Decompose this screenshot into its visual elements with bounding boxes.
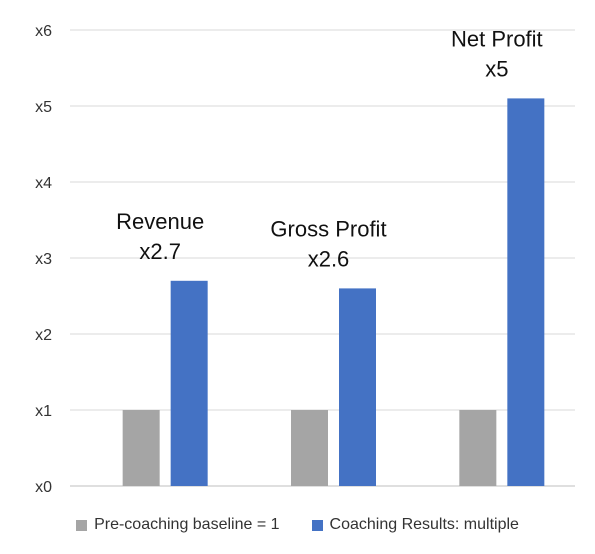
legend-item-results: Coaching Results: multiple (311, 516, 519, 534)
legend-swatch-results (311, 519, 323, 531)
y-tick-label: x0 (35, 479, 52, 496)
y-tick-label: x2 (35, 327, 52, 344)
y-axis-ticks: x0 x1 x2 x3 x4 x5 x6 (35, 23, 52, 496)
legend-label-baseline: Pre-coaching baseline = 1 (94, 516, 280, 533)
category-label: Gross Profit (270, 216, 386, 241)
y-tick-label: x1 (35, 403, 52, 420)
y-tick-label: x5 (35, 99, 52, 116)
bar-result (339, 288, 376, 486)
legend-label-results: Coaching Results: multiple (329, 516, 519, 533)
bar-baseline (291, 410, 328, 486)
category-labels: Revenue x2.7 Gross Profit x2.6 Net Profit x5 (116, 26, 543, 271)
bar-baseline (122, 410, 160, 486)
category-label: Net Profit (451, 26, 543, 51)
y-tick-label: x4 (35, 175, 52, 192)
category-label: Revenue (116, 209, 204, 234)
value-label: x2.6 (308, 246, 350, 271)
bars (122, 98, 545, 487)
legend-item-baseline: Pre-coaching baseline = 1 (76, 516, 280, 534)
bar-result (170, 280, 208, 486)
y-tick-label: x6 (35, 23, 52, 40)
legend: Pre-coaching baseline = 1 Coaching Resul… (0, 513, 595, 537)
legend-swatch-baseline (76, 519, 88, 531)
bar-result (507, 98, 545, 487)
value-label: x2.7 (139, 239, 181, 264)
value-label: x5 (485, 56, 508, 81)
y-tick-label: x3 (35, 251, 52, 268)
bar-baseline (459, 410, 497, 486)
